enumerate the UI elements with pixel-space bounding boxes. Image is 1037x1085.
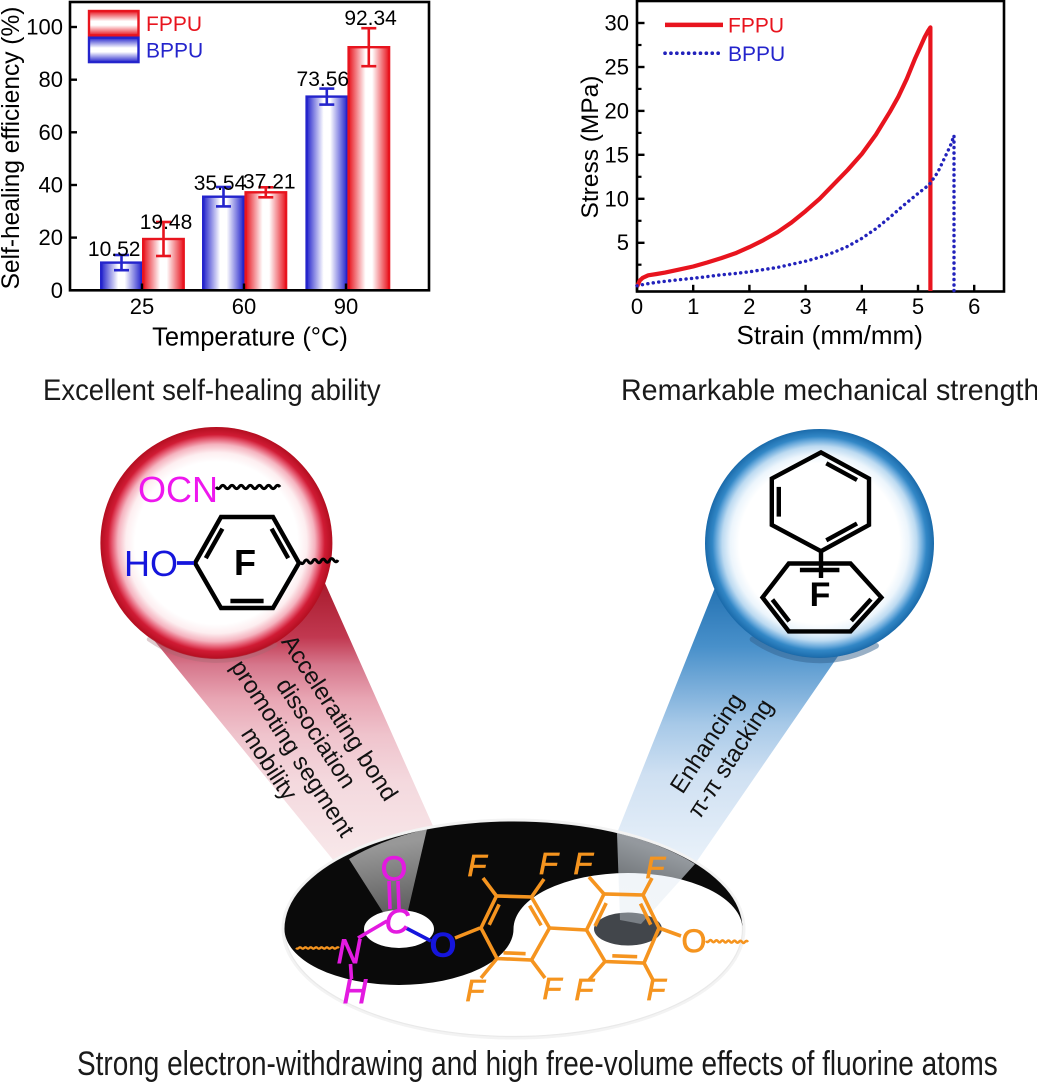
svg-text:5: 5 (912, 294, 924, 319)
svg-text:5: 5 (617, 230, 629, 255)
svg-text:F: F (574, 846, 595, 881)
svg-text:37.21: 37.21 (243, 171, 296, 194)
svg-text:0: 0 (51, 278, 63, 303)
svg-text:3: 3 (799, 294, 811, 319)
svg-text:F: F (543, 971, 564, 1006)
svg-text:Strain (mm/mm): Strain (mm/mm) (737, 320, 923, 350)
svg-text:Temperature (°C): Temperature (°C) (152, 324, 348, 352)
svg-text:N: N (337, 933, 362, 971)
svg-text:F: F (575, 972, 596, 1007)
svg-text:92.34: 92.34 (344, 7, 397, 30)
svg-text:6: 6 (968, 294, 980, 319)
svg-text:2: 2 (743, 294, 755, 319)
svg-text:60: 60 (39, 120, 63, 145)
svg-text:H: H (343, 973, 368, 1011)
svg-text:F: F (810, 576, 831, 614)
svg-text:O: O (429, 926, 456, 965)
svg-text:20: 20 (605, 98, 629, 123)
svg-text:10: 10 (605, 186, 629, 211)
svg-text:HO: HO (124, 543, 178, 584)
svg-text:FPPU: FPPU (146, 13, 202, 36)
svg-text:F: F (646, 850, 667, 885)
svg-text:20: 20 (39, 225, 63, 250)
svg-text:OCN: OCN (138, 469, 218, 510)
svg-text:4: 4 (856, 294, 868, 319)
svg-text:60: 60 (232, 294, 256, 319)
svg-text:F: F (468, 848, 489, 883)
svg-text:F: F (234, 542, 256, 583)
svg-text:F: F (539, 846, 560, 881)
svg-text:25: 25 (605, 55, 629, 80)
svg-text:15: 15 (605, 142, 629, 167)
svg-text:40: 40 (39, 173, 63, 198)
svg-text:BPPU: BPPU (146, 40, 203, 63)
svg-text:73.56: 73.56 (297, 68, 350, 91)
svg-text:25: 25 (130, 294, 154, 319)
svg-text:100: 100 (26, 15, 63, 40)
svg-text:80: 80 (39, 67, 63, 92)
svg-text:C: C (385, 903, 410, 941)
svg-text:F: F (647, 972, 668, 1007)
svg-text:30: 30 (605, 11, 629, 36)
svg-text:BPPU: BPPU (728, 43, 785, 66)
svg-text:O: O (682, 923, 707, 959)
svg-text:F: F (466, 973, 487, 1008)
svg-text:Stress (MPa): Stress (MPa) (577, 76, 604, 219)
svg-text:19.48: 19.48 (140, 211, 193, 234)
svg-text:FPPU: FPPU (728, 15, 784, 38)
svg-text:O: O (381, 850, 407, 888)
svg-text:Self-healing efficiency (%): Self-healing efficiency (%) (0, 7, 25, 290)
svg-text:90: 90 (334, 294, 358, 319)
svg-text:10.52: 10.52 (88, 238, 141, 261)
svg-text:0: 0 (631, 294, 643, 319)
svg-text:35.54: 35.54 (194, 172, 247, 195)
svg-text:1: 1 (687, 294, 699, 319)
